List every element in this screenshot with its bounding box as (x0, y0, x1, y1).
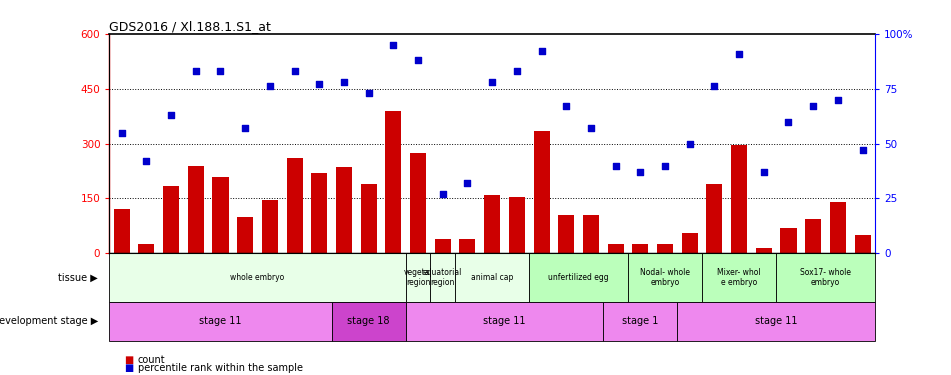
Point (238, 125, 253, 131)
Point (707, 84, 722, 90)
Text: tissue ▶: tissue ▶ (58, 273, 98, 282)
Point (361, 90, 377, 96)
Bar (336, 167, 352, 254)
Point (781, 118, 796, 124)
Bar (830, 202, 845, 254)
Point (657, 162, 672, 168)
Point (386, 42, 401, 48)
Point (460, 180, 476, 186)
Bar (855, 235, 870, 254)
Point (213, 68, 228, 74)
Bar (632, 244, 649, 254)
Text: stage 1: stage 1 (622, 316, 658, 327)
Bar (286, 158, 302, 254)
Bar (603, 302, 677, 341)
Point (805, 103, 821, 109)
Bar (163, 186, 179, 254)
Point (164, 112, 179, 118)
Bar (583, 215, 599, 254)
Point (411, 57, 426, 63)
Point (756, 169, 771, 175)
Point (114, 130, 129, 136)
Bar (529, 254, 628, 302)
Point (509, 68, 524, 74)
Bar (509, 196, 525, 254)
Text: Sox17- whole
embryo: Sox17- whole embryo (800, 268, 851, 287)
Bar (456, 254, 529, 302)
Text: development stage ▶: development stage ▶ (0, 316, 98, 327)
Point (436, 191, 451, 197)
Bar (731, 146, 747, 254)
Point (830, 97, 845, 103)
Point (855, 147, 870, 153)
Text: stage 18: stage 18 (347, 316, 390, 327)
Bar (628, 254, 702, 302)
Bar (237, 217, 253, 254)
Text: GDS2016 / Xl.188.1.S1_at: GDS2016 / Xl.188.1.S1_at (109, 20, 271, 33)
Text: ■: ■ (124, 363, 133, 373)
Bar (109, 302, 332, 341)
Bar (677, 302, 875, 341)
Point (534, 48, 549, 54)
Bar (558, 215, 574, 254)
Bar (360, 184, 377, 254)
Bar (139, 244, 154, 254)
Text: whole embryo: whole embryo (230, 273, 284, 282)
Text: vegetal
region: vegetal region (403, 268, 433, 287)
Text: unfertilized egg: unfertilized egg (549, 273, 609, 282)
Bar (657, 244, 673, 254)
Bar (114, 210, 129, 254)
Bar (435, 239, 451, 254)
Bar (756, 248, 772, 254)
Bar (805, 219, 822, 254)
Text: Nodal- whole
embryo: Nodal- whole embryo (640, 268, 690, 287)
Point (731, 51, 747, 57)
Bar (311, 173, 327, 254)
Point (682, 141, 697, 147)
Bar (459, 239, 476, 254)
Bar (406, 302, 603, 341)
Text: stage 11: stage 11 (200, 316, 242, 327)
Point (632, 169, 648, 175)
Bar (707, 184, 723, 254)
Bar (406, 254, 431, 302)
Point (139, 158, 154, 164)
Bar (332, 302, 406, 341)
Text: Mixer- whol
e embryo: Mixer- whol e embryo (717, 268, 761, 287)
Text: ■: ■ (124, 355, 133, 365)
Point (287, 68, 302, 74)
Text: stage 11: stage 11 (755, 316, 797, 327)
Point (188, 68, 204, 74)
Bar (262, 200, 278, 254)
Point (608, 162, 623, 168)
Bar (484, 195, 500, 254)
Text: equatorial
region: equatorial region (423, 268, 462, 287)
Bar (776, 254, 875, 302)
Point (558, 103, 573, 109)
Text: percentile rank within the sample: percentile rank within the sample (138, 363, 303, 373)
Bar (534, 131, 550, 254)
Point (485, 79, 500, 85)
Bar (431, 254, 456, 302)
Bar (109, 254, 406, 302)
Bar (781, 228, 797, 254)
Text: animal cap: animal cap (471, 273, 514, 282)
Bar (410, 153, 426, 254)
Point (312, 81, 327, 87)
Point (262, 84, 278, 90)
Text: count: count (138, 355, 165, 365)
Bar (212, 177, 228, 254)
Text: stage 11: stage 11 (483, 316, 526, 327)
Point (583, 125, 598, 131)
Bar (702, 254, 776, 302)
Bar (682, 233, 698, 254)
Bar (385, 111, 401, 254)
Bar (608, 244, 624, 254)
Bar (187, 165, 204, 254)
Point (337, 79, 352, 85)
